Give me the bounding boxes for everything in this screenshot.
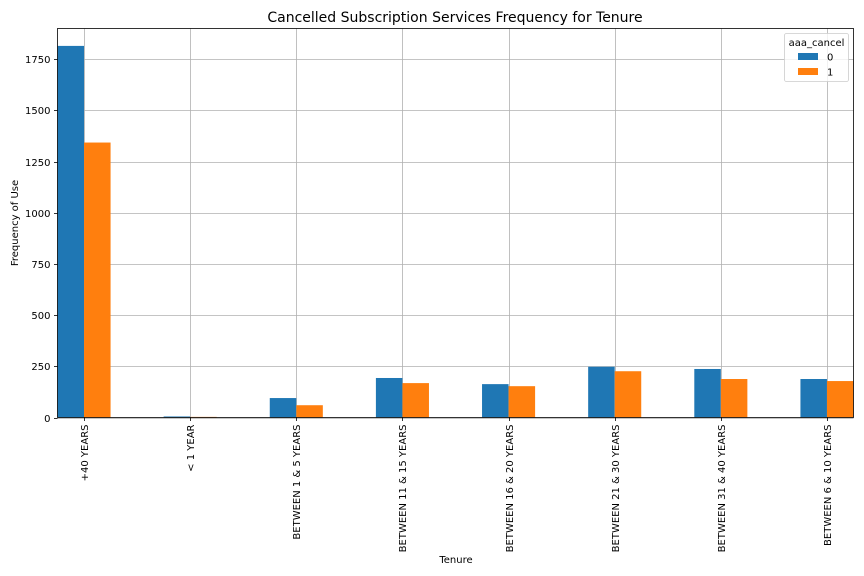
chart-title: Cancelled Subscription Services Frequenc…	[267, 10, 642, 26]
y-tick-label: 1500	[25, 106, 50, 117]
legend-title: aaa_cancel	[789, 38, 845, 49]
y-axis-title: Frequency of Use	[10, 180, 21, 266]
bar-series-1-7	[826, 381, 854, 418]
x-tick-label: BETWEEN 6 & 10 YEARS	[823, 425, 834, 546]
bar-series-1-2	[296, 405, 323, 418]
y-tick-label: 750	[31, 260, 50, 271]
y-tick-label: 0	[44, 414, 50, 425]
legend-swatch-series-0	[798, 53, 818, 60]
x-tick-label: +40 YEARS	[80, 425, 91, 482]
grid-lines	[57, 28, 854, 419]
bar-series-0-0	[57, 45, 85, 418]
bar-series-0-1	[163, 416, 191, 418]
plot-area-frame	[57, 28, 854, 418]
y-tick-label: 500	[31, 311, 50, 322]
bars	[57, 45, 854, 418]
x-tick-label: BETWEEN 1 & 5 YEARS	[292, 425, 303, 540]
x-axis-title: Tenure	[438, 555, 472, 566]
bar-series-0-2	[269, 398, 297, 418]
bar-series-1-0	[84, 142, 111, 418]
bar-series-1-4	[508, 386, 536, 418]
legend-swatch-series-1	[798, 68, 818, 75]
x-tick-label: BETWEEN 31 & 40 YEARS	[717, 425, 728, 553]
bar-series-0-7	[800, 379, 827, 418]
y-tick-label: 250	[31, 362, 50, 373]
x-tick-label: < 1 YEAR	[186, 424, 197, 471]
legend-label-series-0: 0	[827, 53, 833, 64]
x-tick-label: BETWEEN 11 & 15 YEARS	[398, 425, 409, 553]
y-tick-label: 1000	[25, 209, 50, 220]
bar-series-0-5	[588, 366, 615, 418]
bar-series-0-6	[694, 368, 721, 418]
bar-series-1-3	[402, 383, 429, 418]
legend: aaa_cancel 0 1	[784, 33, 849, 82]
x-tick-label: BETWEEN 21 & 30 YEARS	[611, 425, 622, 553]
axis-ticks: 0 250 500 750 1000 1250 1500 1750 +40 YEARS < 1 Y…	[25, 55, 834, 552]
bar-series-1-6	[720, 379, 748, 418]
x-tick-label: BETWEEN 16 & 20 YEARS	[505, 425, 516, 553]
legend-label-series-1: 1	[827, 68, 833, 79]
y-tick-label: 1750	[25, 55, 50, 66]
bar-series-0-3	[375, 377, 403, 418]
bar-series-1-5	[614, 371, 642, 418]
bar-series-0-4	[482, 384, 509, 418]
y-tick-label: 1250	[25, 158, 50, 169]
